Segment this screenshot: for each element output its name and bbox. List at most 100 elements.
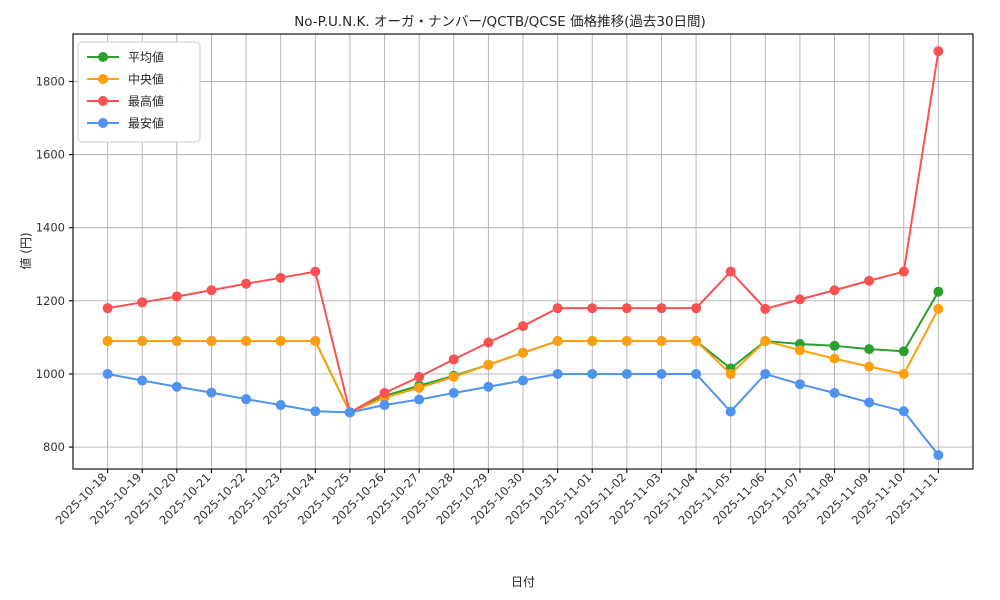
series-data-point [448, 354, 459, 365]
series-data-point [414, 394, 425, 405]
chart-title: No-P.U.N.K. オーガ・ナンバー/QCTB/QCSE 価格推移(過去30… [294, 14, 706, 30]
series-data-point [275, 272, 286, 283]
series-data-point [275, 336, 286, 347]
series-data-point [587, 303, 598, 314]
series-data-point [310, 336, 321, 347]
series-data-point [794, 379, 805, 390]
series-data-point [760, 303, 771, 314]
legend-label: 最高値 [128, 94, 164, 109]
series-data-point [864, 361, 875, 372]
data-series [102, 46, 944, 418]
series-data-point [725, 406, 736, 417]
series-data-point [518, 375, 528, 386]
series-data-point [552, 303, 563, 314]
series-data-point [725, 368, 736, 379]
series-data-point [483, 381, 494, 392]
series-data-point [898, 368, 909, 379]
series-data-point [275, 400, 286, 411]
series-data-point [102, 336, 113, 347]
y-axis-tick-label: 1400 [36, 221, 65, 235]
series-data-point [344, 407, 355, 418]
legend-label: 最安値 [128, 116, 164, 131]
series-data-point [933, 286, 944, 297]
series-data-point [760, 336, 771, 347]
series-data-point [448, 387, 459, 398]
series-data-point [102, 303, 113, 314]
series-data-point [206, 285, 217, 296]
y-axis-tick-label: 1600 [36, 148, 65, 162]
series-data-point [829, 387, 840, 398]
series-data-point [171, 381, 182, 392]
series-data-point [241, 336, 252, 347]
series-data-point [206, 387, 217, 398]
data-series-layer [102, 46, 944, 461]
series-data-point [725, 266, 736, 277]
legend-box [77, 41, 201, 143]
series-data-point [379, 400, 390, 411]
series-data-point [241, 278, 252, 289]
series-data-point [587, 368, 598, 379]
series-data-point [241, 394, 252, 405]
series-data-point [829, 353, 840, 364]
series-data-point [587, 336, 598, 347]
series-data-point [621, 303, 632, 314]
series-data-point [933, 303, 944, 314]
series-data-point [483, 337, 494, 348]
y-axis-tick-label: 1200 [36, 294, 65, 308]
y-axis-tick-labels: 800 1000 1200 1400 1600 1800 [36, 75, 65, 455]
series-data-point [137, 336, 148, 347]
x-axis-title: 日付 [511, 575, 535, 589]
series-data-point [656, 303, 667, 314]
y-axis-title: 値 (円) [18, 232, 33, 269]
legend-label: 平均値 [128, 50, 164, 65]
series-data-point [656, 368, 667, 379]
legend-marker [98, 96, 108, 106]
series-data-point [760, 368, 771, 379]
series-data-point [691, 368, 702, 379]
series-data-point [414, 382, 425, 393]
y-axis-tick-label: 1000 [36, 367, 65, 381]
y-axis-tick-label: 1800 [36, 75, 65, 89]
series-data-point [829, 285, 840, 296]
legend-marker [98, 118, 108, 128]
series-data-point [206, 336, 217, 347]
series-data-point [864, 275, 875, 286]
legend-marker [98, 74, 108, 84]
series-data-point [518, 347, 528, 358]
series-data-point [898, 406, 909, 417]
series-data-point [621, 368, 632, 379]
series-data-point [794, 345, 805, 356]
series-data-point [933, 450, 944, 461]
axis-ticks [69, 80, 939, 473]
series-data-point [171, 291, 182, 302]
series-data-point [898, 266, 909, 277]
series-data-point [621, 336, 632, 347]
series-data-point [483, 359, 494, 370]
series-data-point [171, 336, 182, 347]
legend-marker [98, 52, 108, 62]
series-data-point [448, 371, 459, 382]
series-data-point [898, 346, 909, 357]
series-data-point [518, 321, 528, 332]
series-data-point [864, 344, 875, 355]
series-data-point [552, 336, 563, 347]
series-data-point [552, 368, 563, 379]
y-axis-tick-label: 800 [43, 440, 65, 454]
series-data-point [691, 336, 702, 347]
series-data-point [829, 340, 840, 351]
legend-label: 中央値 [128, 72, 164, 87]
series-data-point [656, 336, 667, 347]
x-axis-tick-labels: 2025-10-182025-10-192025-10-202025-10-21… [53, 470, 941, 527]
series-data-point [310, 266, 321, 277]
grid-lines [73, 34, 973, 469]
series-data-point [864, 397, 875, 408]
data-series [102, 368, 944, 461]
series-data-point [310, 406, 321, 417]
series-data-point [691, 303, 702, 314]
series-data-point [933, 46, 944, 57]
series-data-point [137, 375, 148, 386]
series-data-point [102, 368, 113, 379]
